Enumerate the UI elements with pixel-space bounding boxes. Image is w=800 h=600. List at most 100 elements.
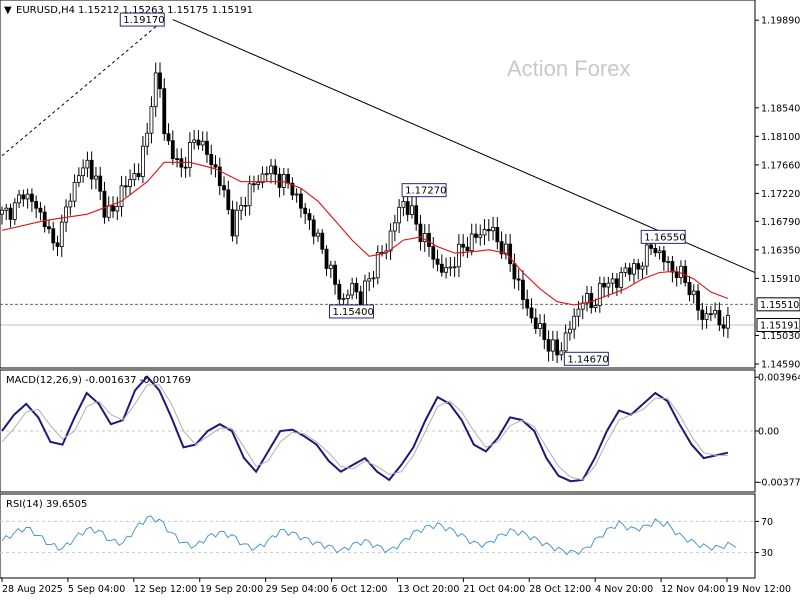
candle-body — [542, 323, 547, 340]
candle-body — [623, 267, 628, 273]
candle-body — [431, 246, 436, 260]
candle-body — [572, 315, 577, 330]
candle-body — [516, 278, 521, 281]
candle-body — [410, 205, 414, 215]
symbol-dropdown-icon[interactable]: ▼ — [4, 5, 12, 16]
candle-body — [345, 294, 350, 299]
candle-body — [328, 264, 333, 269]
candle-body — [132, 173, 137, 180]
price-axis-label: 1.17660 — [761, 160, 800, 171]
rsi-panel[interactable] — [0, 493, 756, 579]
candle-body — [264, 173, 269, 176]
candle-body — [303, 207, 308, 214]
candle-body — [435, 258, 440, 265]
candle-body — [94, 175, 98, 180]
candle-body — [128, 179, 133, 188]
candle-body — [299, 193, 303, 209]
candle-body — [427, 233, 431, 247]
candle-body — [512, 263, 517, 280]
time-axis-label: 28 Aug 2025 — [2, 584, 63, 595]
candle-body — [367, 278, 372, 282]
rsi-line — [1, 515, 737, 556]
candle-body — [700, 309, 705, 320]
candle-body — [486, 229, 491, 232]
candle-body — [0, 209, 4, 215]
candle-body — [294, 193, 299, 196]
price-annotation-box[interactable] — [119, 12, 165, 27]
candle-body — [670, 261, 675, 273]
candle-body — [661, 250, 666, 263]
price-axis-label: 1.18540 — [761, 103, 800, 114]
candle-body — [401, 201, 406, 208]
candle-body — [649, 244, 653, 249]
candle-body — [585, 293, 589, 304]
candle-body — [576, 308, 581, 317]
candle-body — [341, 298, 346, 300]
price-annotation-box[interactable] — [563, 351, 609, 366]
candle-body — [563, 332, 568, 352]
macd-axis-label: -0.003774 — [758, 478, 800, 489]
candle-body — [679, 265, 683, 278]
candle-body — [708, 313, 713, 316]
ohlc-readout: 1.15212 1.15263 1.15175 1.15191 — [78, 5, 253, 16]
axes-group: 1.19890 1.18540 1.18100 1.17660 1.17220 1.167… — [1, 16, 800, 595]
candle-body — [290, 182, 295, 196]
price-axis-label: 1.16350 — [761, 245, 800, 256]
candle-body — [495, 226, 500, 243]
price-annotation-box[interactable] — [640, 229, 686, 244]
candle-body — [717, 310, 722, 326]
candle-body — [457, 243, 461, 268]
candle-body — [597, 282, 602, 306]
candle-body — [85, 159, 90, 169]
candle-body — [68, 200, 73, 208]
candle-body — [444, 267, 448, 273]
candle-body — [538, 323, 542, 329]
time-axis-label: 19 Nov 12:00 — [727, 584, 791, 595]
candle-body — [21, 194, 26, 200]
candle-body — [149, 106, 154, 134]
candle-body — [614, 278, 619, 288]
candle-body — [469, 233, 474, 252]
candle-body — [196, 139, 201, 146]
candle-body — [59, 221, 64, 247]
candle-body — [72, 181, 77, 202]
price-annotation-box[interactable] — [401, 183, 447, 198]
candle-body — [256, 182, 261, 185]
candle-body — [525, 299, 530, 309]
price-panel[interactable] — [0, 0, 756, 369]
time-axis-label: 12 Sep 12:00 — [134, 584, 197, 595]
candle-body — [89, 159, 94, 180]
candle-body — [482, 229, 487, 236]
trendline[interactable] — [1, 19, 165, 157]
candle-body — [721, 324, 726, 329]
price-axis-label: 1.18100 — [761, 132, 800, 143]
candle-body — [12, 202, 17, 220]
macd-panel[interactable] — [0, 369, 756, 493]
candle-body — [726, 315, 730, 329]
candle-body — [533, 317, 538, 329]
candle-body — [568, 328, 572, 334]
candle-body — [589, 293, 594, 308]
candle-body — [337, 283, 342, 300]
candle-body — [593, 305, 598, 308]
time-axis-label: 29 Sep 04:00 — [266, 584, 329, 595]
candle-body — [55, 242, 60, 247]
candle-body — [64, 206, 68, 223]
candle-body — [713, 310, 718, 315]
candle-body — [358, 291, 363, 306]
candle-body — [243, 204, 248, 207]
candle-body — [47, 226, 51, 230]
candle-body — [350, 282, 355, 296]
candle-body — [311, 219, 316, 237]
candle-body — [25, 193, 30, 200]
candle-body — [17, 194, 21, 204]
candle-body — [153, 72, 158, 108]
candle-body — [644, 244, 649, 267]
candle-body — [491, 226, 495, 232]
price-annotation-box[interactable] — [329, 304, 374, 319]
price-axis-label: 1.15910 — [761, 274, 800, 285]
candle-body — [687, 282, 692, 296]
candle-body — [123, 185, 128, 188]
symbol-label: EURUSD,H4 — [16, 5, 75, 16]
candle-body — [81, 167, 86, 177]
